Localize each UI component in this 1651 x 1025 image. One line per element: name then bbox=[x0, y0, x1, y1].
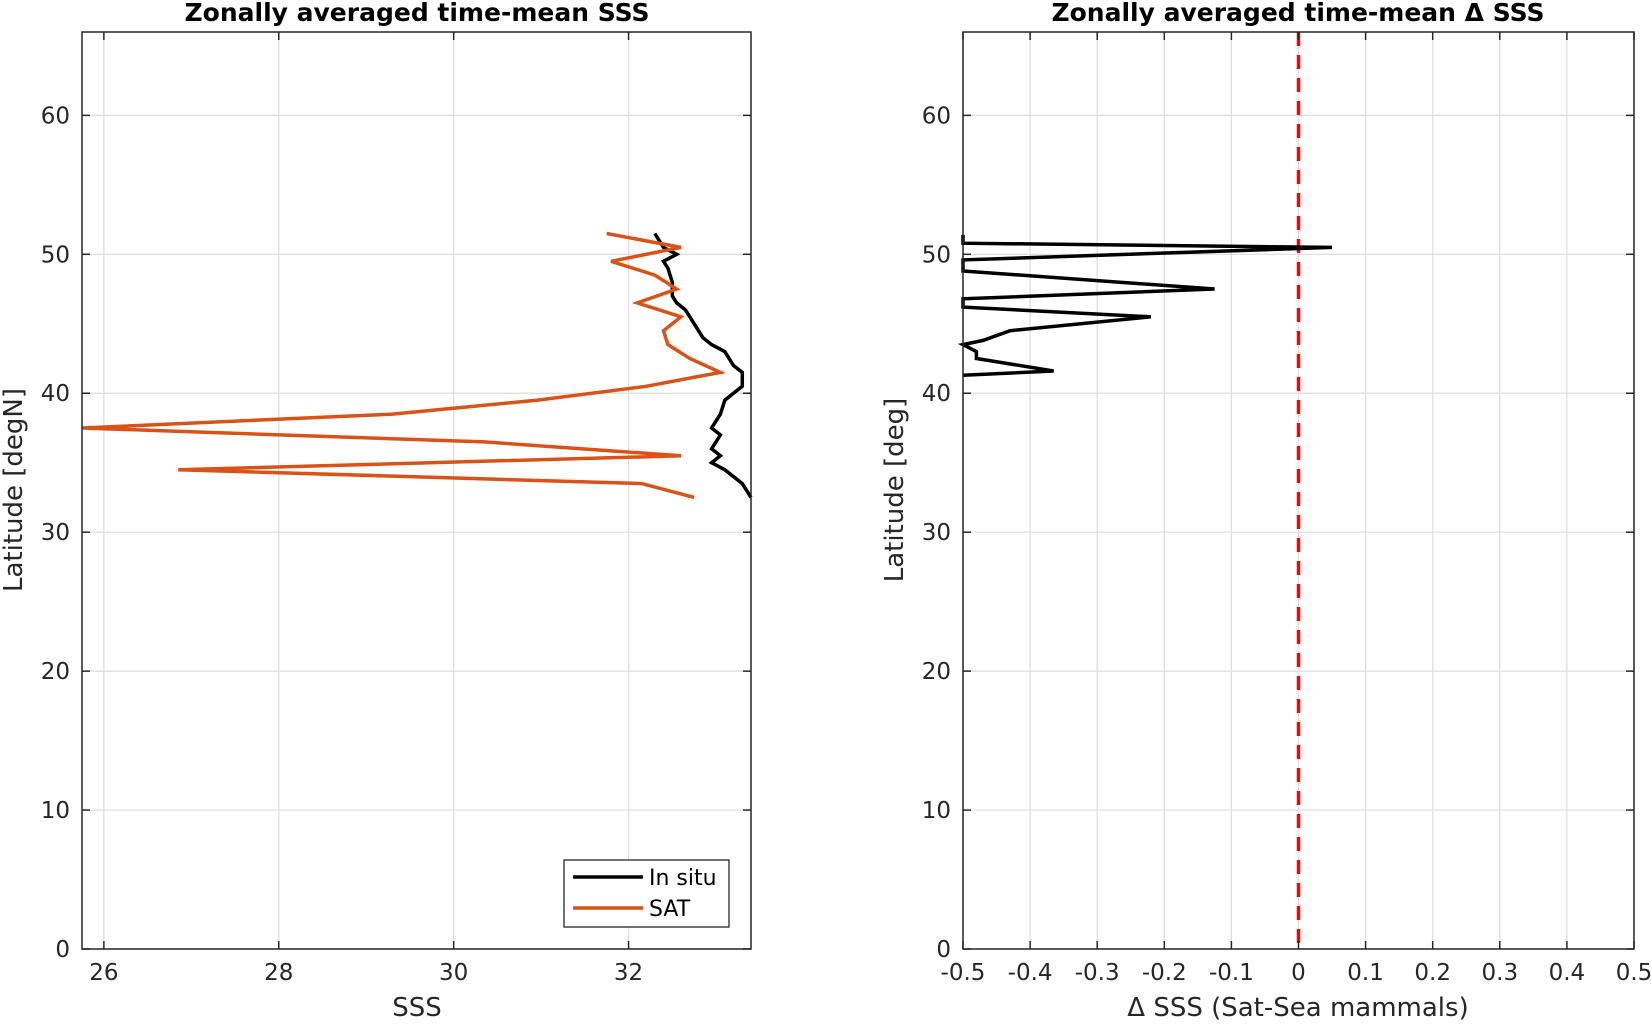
delta-sss-x-tick-label: -0.2 bbox=[1142, 960, 1187, 986]
delta-sss-x-axis-label: Δ SSS (Sat-Sea mammals) bbox=[1127, 993, 1468, 1023]
delta-sss-y-tick-label: 20 bbox=[922, 659, 951, 685]
sss-x-tick-label: 28 bbox=[264, 960, 293, 986]
delta-sss-y-tick-label: 50 bbox=[922, 242, 951, 268]
delta-sss-x-tick-label: -0.1 bbox=[1209, 960, 1254, 986]
delta-sss-x-tick-label: -0.3 bbox=[1075, 960, 1120, 986]
sss-chart-title: Zonally averaged time-mean SSS bbox=[185, 0, 650, 27]
sss-x-tick-label: 26 bbox=[89, 960, 118, 986]
sss-y-tick-label: 40 bbox=[41, 381, 70, 407]
delta-sss-y-tick-label: 40 bbox=[922, 381, 951, 407]
legend-label-sat: SAT bbox=[649, 897, 691, 922]
sss-line-in-situ bbox=[653, 232, 753, 499]
delta-sss-series-lines bbox=[957, 32, 1333, 949]
sss-x-tick-label: 30 bbox=[439, 960, 468, 986]
delta-sss-y-tick-label: 10 bbox=[922, 798, 951, 824]
sss-y-tick-labels: 0 10 20 30 40 50 60 bbox=[41, 103, 70, 963]
delta-sss-x-tick-label: 0.1 bbox=[1347, 960, 1384, 986]
sss-y-tick-label: 10 bbox=[41, 798, 70, 824]
delta-sss-y-tick-labels: 0 10 20 30 40 50 60 bbox=[922, 103, 951, 963]
sss-x-tick-label: 32 bbox=[614, 960, 643, 986]
sss-series-lines bbox=[81, 231, 753, 500]
delta-sss-line-series-0 bbox=[957, 234, 1333, 377]
sss-y-axis-label: Latitude [degN] bbox=[0, 388, 29, 592]
delta-sss-x-tick-label: -0.5 bbox=[941, 960, 986, 986]
legend-box bbox=[563, 859, 730, 928]
sss-legend: In situ SAT bbox=[563, 859, 730, 928]
delta-sss-chart-title: Zonally averaged time-mean Δ SSS bbox=[1052, 0, 1545, 27]
sss-y-tick-label: 20 bbox=[41, 659, 70, 685]
sss-y-tick-label: 30 bbox=[41, 520, 70, 546]
sss-panel: Zonally averaged time-mean SSS 26 28 30 32 … bbox=[0, 0, 753, 1023]
sss-axes-frame bbox=[81, 31, 752, 950]
legend-label-in-situ: In situ bbox=[649, 866, 717, 891]
sss-x-tick-labels: 26 28 30 32 bbox=[89, 960, 643, 986]
delta-sss-y-axis-label: Latitude [deg] bbox=[880, 398, 910, 583]
sss-y-tick-label: 0 bbox=[55, 937, 70, 963]
delta-sss-x-tick-label: -0.4 bbox=[1008, 960, 1053, 986]
sss-y-tick-label: 50 bbox=[41, 242, 70, 268]
delta-sss-tick-marks bbox=[962, 32, 1635, 950]
delta-sss-x-tick-label: 0.2 bbox=[1414, 960, 1451, 986]
delta-sss-x-tick-label: 0.4 bbox=[1549, 960, 1586, 986]
sss-grid bbox=[82, 32, 751, 950]
delta-sss-panel: Zonally averaged time-mean Δ SSS -0.5 -0.… bbox=[880, 0, 1651, 1023]
delta-sss-grid bbox=[962, 32, 1635, 950]
delta-sss-y-tick-label: 30 bbox=[922, 520, 951, 546]
delta-sss-x-tick-label: 0.5 bbox=[1616, 960, 1651, 986]
delta-sss-x-tick-labels: -0.5 -0.4 -0.3 -0.2 -0.1 0 0.1 0.2 0.3 0.4 0.5 bbox=[941, 960, 1651, 986]
sss-y-tick-label: 60 bbox=[41, 103, 70, 129]
delta-sss-y-tick-label: 0 bbox=[936, 937, 951, 963]
sss-x-axis-label: SSS bbox=[392, 993, 442, 1023]
delta-sss-x-tick-label: 0.3 bbox=[1482, 960, 1519, 986]
sss-line-sat bbox=[81, 231, 727, 500]
delta-sss-y-tick-label: 60 bbox=[922, 103, 951, 129]
delta-sss-x-tick-label: 0 bbox=[1291, 960, 1306, 986]
sss-tick-marks bbox=[82, 32, 751, 950]
